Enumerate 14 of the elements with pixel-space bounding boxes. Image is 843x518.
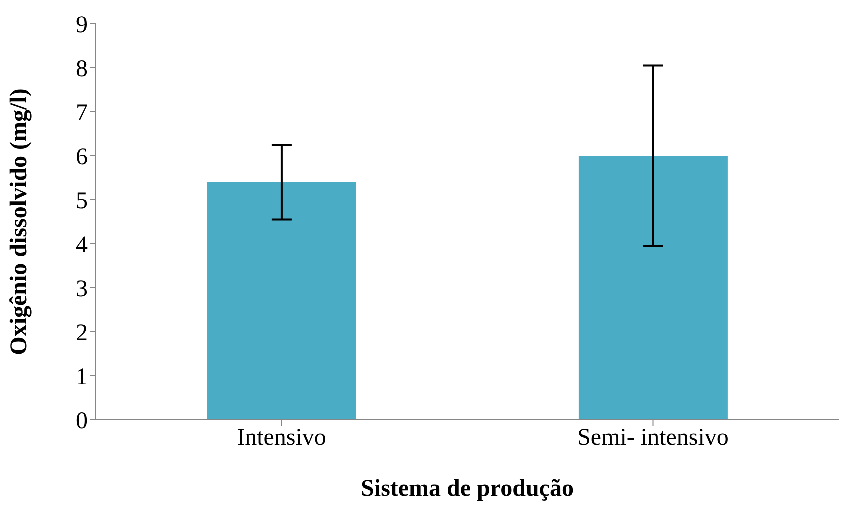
y-tick-label: 8 <box>76 56 88 83</box>
y-tick-label: 5 <box>76 188 88 215</box>
y-tick-label: 4 <box>76 232 88 259</box>
y-axis-title: Oxigênio dissolvido (mg/l) <box>6 88 33 356</box>
y-tick-label: 7 <box>76 100 88 127</box>
y-tick-label: 6 <box>76 144 88 171</box>
y-tick-label: 3 <box>76 276 88 303</box>
x-tick-label: Intensivo <box>237 425 326 452</box>
x-axis-title: Sistema de produção <box>361 476 574 502</box>
y-tick-label: 2 <box>76 320 88 347</box>
x-tick-label: Semi- intensivo <box>578 425 729 452</box>
y-tick-label: 9 <box>76 12 88 39</box>
y-tick-label: 0 <box>76 408 88 435</box>
y-tick-label: 1 <box>76 364 88 391</box>
